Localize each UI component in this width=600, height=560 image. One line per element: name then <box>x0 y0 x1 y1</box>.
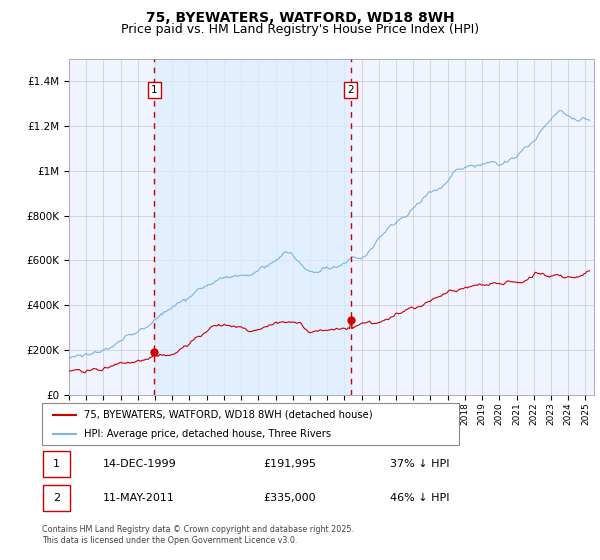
Text: £335,000: £335,000 <box>264 493 316 503</box>
Bar <box>43 485 70 511</box>
Text: 1: 1 <box>151 85 158 95</box>
Text: 1: 1 <box>53 459 60 469</box>
Bar <box>154 59 351 395</box>
Text: 75, BYEWATERS, WATFORD, WD18 8WH: 75, BYEWATERS, WATFORD, WD18 8WH <box>146 11 454 25</box>
Text: Contains HM Land Registry data © Crown copyright and database right 2025.
This d: Contains HM Land Registry data © Crown c… <box>42 525 354 545</box>
Text: 14-DEC-1999: 14-DEC-1999 <box>103 459 176 469</box>
Text: 11-MAY-2011: 11-MAY-2011 <box>103 493 175 503</box>
Text: 46% ↓ HPI: 46% ↓ HPI <box>391 493 450 503</box>
Text: 2: 2 <box>53 493 60 503</box>
Text: Price paid vs. HM Land Registry's House Price Index (HPI): Price paid vs. HM Land Registry's House … <box>121 22 479 36</box>
Text: 75, BYEWATERS, WATFORD, WD18 8WH (detached house): 75, BYEWATERS, WATFORD, WD18 8WH (detach… <box>84 409 373 419</box>
Text: 37% ↓ HPI: 37% ↓ HPI <box>391 459 450 469</box>
Text: £191,995: £191,995 <box>264 459 317 469</box>
Bar <box>43 451 70 477</box>
Text: HPI: Average price, detached house, Three Rivers: HPI: Average price, detached house, Thre… <box>84 429 331 439</box>
Text: 2: 2 <box>347 85 354 95</box>
